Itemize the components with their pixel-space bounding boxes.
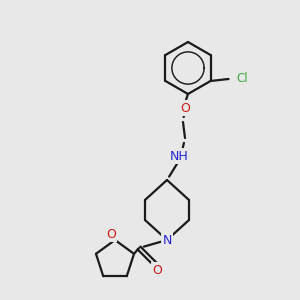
Text: O: O	[106, 227, 116, 241]
Text: O: O	[180, 101, 190, 115]
Text: Cl: Cl	[236, 73, 248, 85]
Text: O: O	[152, 263, 162, 277]
Text: NH: NH	[169, 149, 188, 163]
Text: N: N	[162, 235, 172, 248]
